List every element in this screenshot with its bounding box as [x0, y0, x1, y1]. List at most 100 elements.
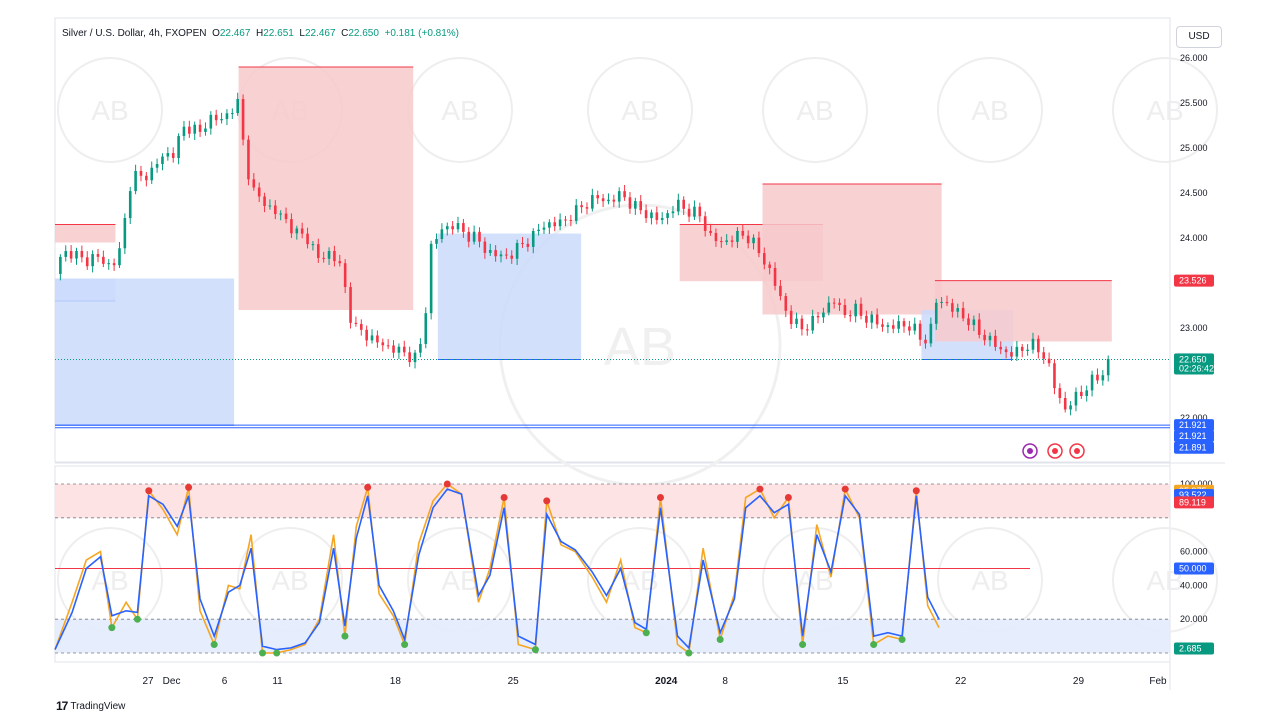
- legend-open: 22.467: [219, 28, 251, 39]
- candle-body: [1096, 374, 1099, 381]
- stoch-tick-label: 60.000: [1180, 547, 1208, 557]
- price-tick-label: 24.500: [1180, 188, 1208, 198]
- price-tick-label: 25.500: [1180, 98, 1208, 108]
- candle-body: [145, 175, 148, 181]
- candle-body: [709, 230, 712, 233]
- candle-body: [365, 329, 368, 341]
- candle-body: [634, 201, 637, 209]
- watermark-text: AB: [621, 95, 658, 126]
- legend-high-label: H: [256, 28, 264, 39]
- price-label-text: 21.921: [1179, 431, 1207, 441]
- stoch-label-text: 50.000: [1179, 564, 1207, 574]
- stoch-cross-up-marker: [401, 641, 409, 649]
- price-label-text: 21.921: [1179, 420, 1207, 430]
- zone-supply-3: [238, 67, 414, 310]
- candle-body: [102, 256, 105, 264]
- candle-body: [429, 243, 433, 314]
- candle-body: [988, 335, 992, 341]
- candle-body: [300, 228, 304, 234]
- candle-body: [1063, 397, 1067, 410]
- tradingview-brand: TradingView: [70, 700, 126, 712]
- candle-body: [720, 241, 723, 243]
- candle-body: [467, 231, 471, 242]
- candle-body: [865, 315, 868, 323]
- stoch-cross-down-marker: [784, 494, 792, 502]
- stoch-cross-up-marker: [108, 624, 116, 632]
- stoch-cross-down-marker: [500, 494, 508, 502]
- candle-body: [601, 198, 605, 202]
- stoch-cross-up-marker: [642, 629, 650, 637]
- candle-body: [784, 296, 788, 311]
- candle-body: [660, 218, 664, 220]
- candle-body: [521, 242, 524, 244]
- candle-body: [553, 222, 557, 227]
- candle-body: [886, 325, 890, 327]
- candle-body: [472, 231, 476, 242]
- candle-body: [204, 128, 207, 132]
- candle-body: [338, 261, 342, 264]
- legend-open-label: O: [212, 28, 220, 39]
- legend-close-label: C: [341, 28, 349, 39]
- price-label-box: [1174, 362, 1214, 375]
- candle-body: [311, 244, 315, 246]
- watermark-text: AB: [441, 565, 478, 596]
- time-axis-label: 22: [955, 676, 967, 687]
- candle-body: [494, 250, 497, 257]
- watermark-seal: [57, 57, 163, 163]
- candle-body: [386, 345, 390, 347]
- stoch-cross-up-marker: [133, 615, 141, 623]
- price-label-box: [1174, 441, 1214, 454]
- time-axis-label: 8: [722, 676, 728, 687]
- candle-body: [1015, 346, 1019, 357]
- candle-body: [91, 254, 94, 267]
- candle-body: [537, 229, 540, 232]
- candle-body: [1058, 388, 1062, 398]
- candle-body: [1004, 349, 1008, 353]
- candle-body: [531, 231, 535, 247]
- candle-body: [918, 323, 922, 340]
- candle-body: [408, 352, 411, 363]
- currency-button[interactable]: USD: [1176, 26, 1222, 48]
- candle-body: [392, 345, 395, 353]
- candle-body: [69, 251, 73, 259]
- candle-body: [881, 324, 884, 327]
- candle-body: [972, 319, 976, 326]
- candle-body: [284, 213, 288, 220]
- symbol-legend: Silver / U.S. Dollar, 4h, FXOPEN O22.467…: [62, 28, 459, 39]
- candle-body: [617, 191, 621, 202]
- candle-body: [580, 205, 583, 208]
- candle-body: [999, 346, 1003, 350]
- candle-body: [1026, 349, 1029, 351]
- candle-body: [424, 313, 428, 344]
- candle-body: [940, 301, 943, 303]
- price-label-text: 02:26:42: [1179, 364, 1214, 374]
- candle-body: [456, 223, 460, 230]
- candle-body: [241, 99, 245, 140]
- candle-body: [1090, 374, 1094, 391]
- stoch-label-text: 2.685: [1179, 643, 1202, 653]
- candle-body: [763, 253, 766, 265]
- tradingview-logo-icon: 17: [56, 699, 68, 713]
- candle-body: [752, 237, 755, 244]
- candle-body: [505, 254, 508, 256]
- stoch-cross-down-marker: [656, 494, 664, 502]
- candle-body: [526, 243, 530, 247]
- watermark-text: AB: [441, 95, 478, 126]
- stoch-label-text: 89.119: [1179, 497, 1206, 507]
- watermark-text: AB: [971, 565, 1008, 596]
- candle-body: [714, 232, 718, 242]
- stoch-label-box: [1174, 562, 1214, 575]
- candle-body: [263, 196, 266, 207]
- stoch-cross-up-marker: [341, 632, 349, 640]
- candle-body: [816, 315, 820, 318]
- candle-body: [462, 223, 465, 232]
- candle-body: [725, 240, 728, 242]
- stoch-label-box: [1174, 642, 1214, 655]
- candle-body: [628, 197, 632, 209]
- candle-body: [1085, 390, 1089, 397]
- legend-low-label: L: [299, 28, 305, 39]
- time-axis-label: 25: [508, 676, 520, 687]
- stoch-cross-up-marker: [259, 649, 267, 657]
- tradingview-logo[interactable]: 17 TradingView: [56, 699, 125, 713]
